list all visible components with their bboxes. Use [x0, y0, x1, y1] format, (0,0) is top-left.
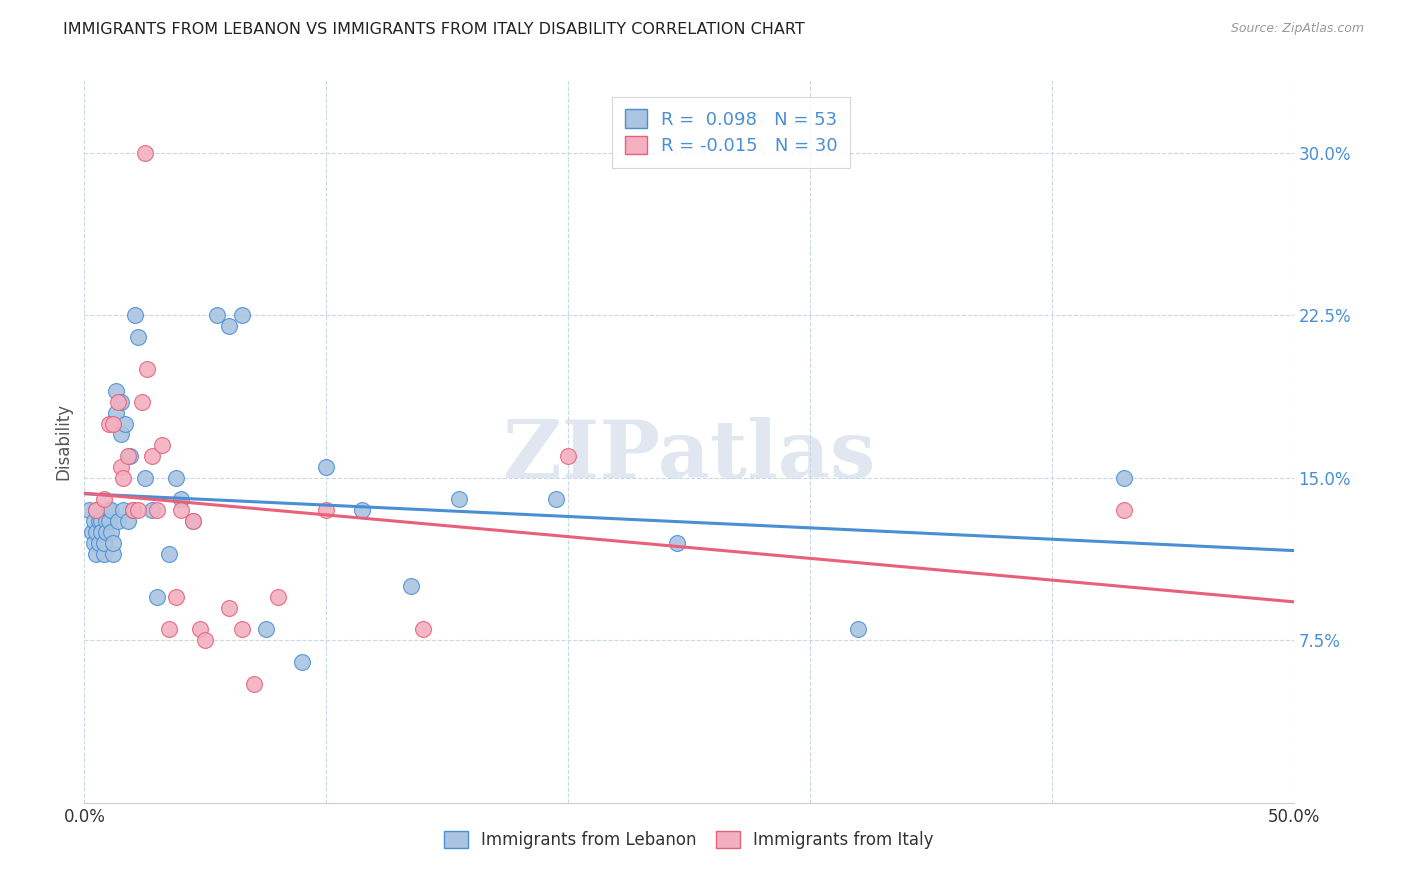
- Text: Source: ZipAtlas.com: Source: ZipAtlas.com: [1230, 22, 1364, 36]
- Point: [107, 395, 129, 409]
- Point: [100, 503, 122, 517]
- Point: [120, 449, 142, 463]
- Point: [131, 395, 153, 409]
- Point: [315, 459, 337, 474]
- Point: [127, 330, 149, 344]
- Point: [146, 590, 169, 604]
- Point: [86, 503, 108, 517]
- Point: [103, 417, 125, 431]
- Point: [127, 503, 149, 517]
- Point: [117, 449, 139, 463]
- Point: [97, 417, 120, 431]
- Point: [83, 535, 105, 549]
- Point: [170, 492, 193, 507]
- Point: [165, 590, 187, 604]
- Point: [90, 514, 112, 528]
- Point: [291, 655, 314, 669]
- Point: [165, 471, 187, 485]
- Point: [218, 600, 240, 615]
- Point: [110, 427, 132, 442]
- Point: [121, 503, 143, 517]
- Point: [315, 503, 337, 517]
- Point: [107, 514, 129, 528]
- Point: [93, 547, 115, 561]
- Y-axis label: Disability: Disability: [55, 403, 73, 480]
- Point: [218, 319, 240, 334]
- Point: [146, 503, 169, 517]
- Point: [87, 514, 110, 528]
- Point: [93, 535, 115, 549]
- Point: [121, 503, 143, 517]
- Point: [100, 524, 122, 539]
- Point: [112, 471, 135, 485]
- Point: [141, 503, 163, 517]
- Point: [1114, 471, 1136, 485]
- Point: [110, 395, 132, 409]
- Point: [112, 503, 135, 517]
- Point: [124, 308, 146, 322]
- Point: [103, 535, 125, 549]
- Point: [231, 308, 253, 322]
- Point: [231, 623, 253, 637]
- Point: [136, 362, 159, 376]
- Point: [80, 524, 103, 539]
- Point: [141, 449, 163, 463]
- Point: [157, 623, 180, 637]
- Point: [242, 676, 264, 690]
- Point: [157, 547, 180, 561]
- Point: [103, 547, 125, 561]
- Point: [104, 384, 127, 398]
- Point: [665, 535, 688, 549]
- Point: [104, 406, 127, 420]
- Point: [352, 503, 374, 517]
- Point: [150, 438, 173, 452]
- Point: [181, 514, 204, 528]
- Text: IMMIGRANTS FROM LEBANON VS IMMIGRANTS FROM ITALY DISABILITY CORRELATION CHART: IMMIGRANTS FROM LEBANON VS IMMIGRANTS FR…: [63, 22, 806, 37]
- Point: [110, 459, 132, 474]
- Point: [97, 503, 120, 517]
- Point: [86, 547, 108, 561]
- Point: [114, 417, 136, 431]
- Point: [267, 590, 290, 604]
- Point: [87, 535, 110, 549]
- Point: [86, 524, 108, 539]
- Point: [1114, 503, 1136, 517]
- Point: [90, 524, 112, 539]
- Point: [170, 503, 193, 517]
- Point: [134, 145, 156, 160]
- Point: [93, 492, 115, 507]
- Point: [181, 514, 204, 528]
- Point: [399, 579, 422, 593]
- Point: [190, 623, 212, 637]
- Point: [117, 514, 139, 528]
- Point: [846, 623, 869, 637]
- Point: [97, 514, 120, 528]
- Point: [94, 524, 117, 539]
- Point: [254, 623, 277, 637]
- Point: [544, 492, 567, 507]
- Point: [207, 308, 229, 322]
- Point: [194, 633, 217, 648]
- Point: [557, 449, 579, 463]
- Legend: Immigrants from Lebanon, Immigrants from Italy: Immigrants from Lebanon, Immigrants from…: [434, 822, 943, 860]
- Point: [94, 514, 117, 528]
- Point: [83, 514, 105, 528]
- Point: [86, 503, 108, 517]
- Point: [77, 503, 100, 517]
- Point: [449, 492, 471, 507]
- Point: [412, 623, 434, 637]
- Point: [134, 471, 156, 485]
- Text: ZIPatlas: ZIPatlas: [503, 417, 875, 495]
